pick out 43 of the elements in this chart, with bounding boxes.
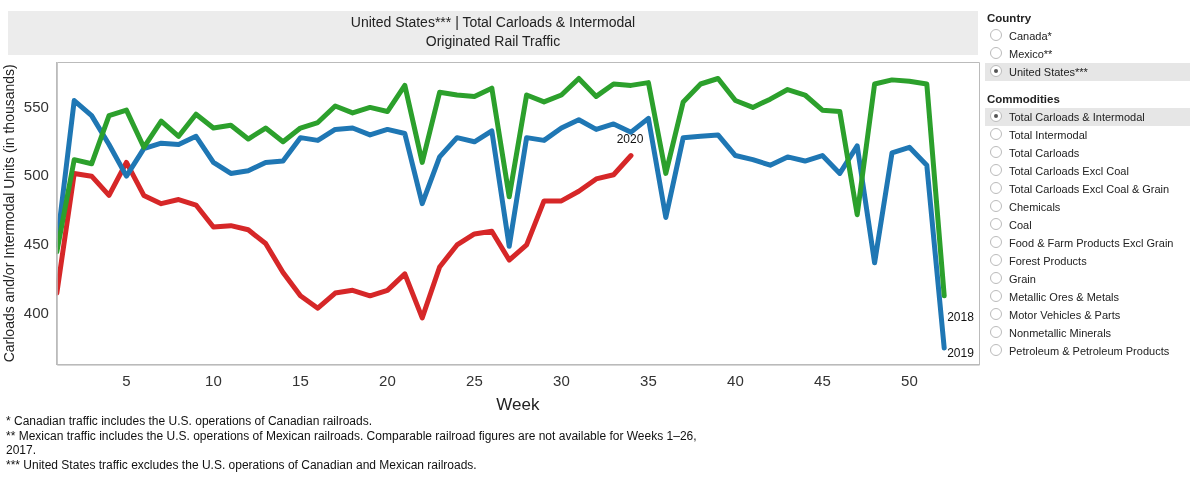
series-label: 2018 [947,310,975,325]
text: Total Intermodal [1009,129,1088,141]
x-tick-label: 5 [122,371,131,389]
text: * Canadian traffic includes the U.S. operations of Canadian railroads. [6,414,373,429]
x-tick-label: 40 [727,371,744,389]
y-axis-title: Carloads and/or Intermodal Units (in thousands) [1,64,18,363]
text: Canada* [1009,30,1052,42]
text: Mexico** [1009,48,1053,60]
text: United States*** [1009,66,1088,78]
text: Total Carloads Excl Coal [1009,165,1129,177]
x-tick-label: 50 [901,371,918,389]
text: Commodities [987,93,1061,105]
text: Coal [1009,219,1032,231]
y-tick-label: 550 [23,97,49,115]
text: Total Carloads Excl Coal & Grain [1009,183,1170,195]
text: Chemicals [1009,201,1061,213]
text: Petroleum & Petroleum Products [1009,345,1170,357]
chart-title: United States*** | Total Carloads & Intermodal [349,13,637,32]
x-axis-title: Week [496,395,540,415]
y-tick-label: 400 [23,303,49,321]
text: Forest Products [1009,255,1087,267]
text: Metallic Ores & Metals [1009,291,1120,303]
x-tick-label: 20 [379,371,396,389]
x-tick-label: 25 [466,371,483,389]
text: ** Mexican traffic includes the U.S. operations of Mexican railroads. Comparable railroad figures are not available for Weeks 1–26, 2017. [6,428,698,458]
text: *** United States traffic excludes the U.S. operations of Canadian and Mexican railroads. [6,457,478,472]
y-tick-label: 500 [23,166,49,184]
x-tick-label: 30 [553,371,570,389]
text: Total Carloads [1009,147,1080,159]
x-tick-label: 10 [205,371,222,389]
text: Nonmetallic Minerals [1009,327,1112,339]
text: Food & Farm Products Excl Grain [1009,237,1174,249]
chart-subtitle: Originated Rail Traffic [424,32,562,51]
y-tick-label: 450 [23,235,49,253]
x-tick-label: 45 [814,371,831,389]
text: Total Carloads & Intermodal [1009,111,1145,123]
text: Motor Vehicles & Parts [1009,309,1121,321]
series-label: 2020 [616,131,644,146]
text: Country [987,12,1033,24]
text: Grain [1009,273,1036,285]
series-label: 2019 [947,346,975,361]
x-tick-label: 35 [640,371,657,389]
x-tick-label: 15 [292,371,309,389]
